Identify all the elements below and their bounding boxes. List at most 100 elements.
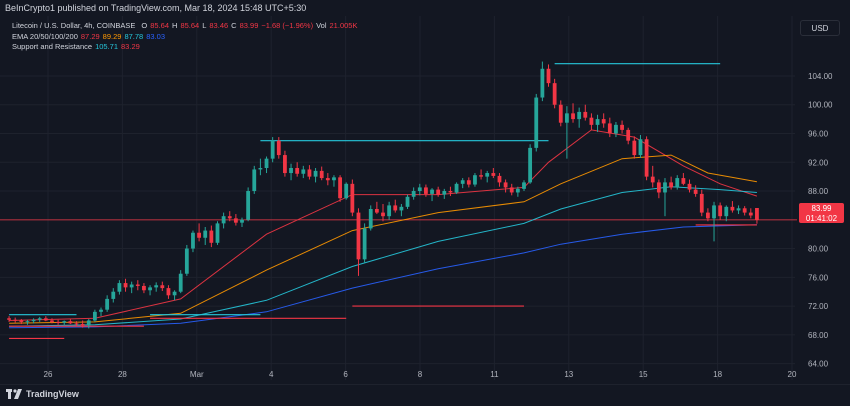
y-tick-label: 96.00 (808, 129, 829, 138)
x-tick-label: Mar (190, 370, 204, 379)
candle-body (424, 187, 428, 194)
candle-body (540, 68, 545, 98)
candle-body (644, 139, 649, 177)
candle-body (663, 182, 667, 193)
candle-body (730, 206, 735, 211)
candle-body (111, 291, 116, 299)
candle-body (669, 182, 674, 188)
candle-body (755, 207, 759, 220)
y-tick-label: 104.00 (808, 72, 833, 81)
candle-body (264, 158, 269, 169)
candle-body (724, 206, 729, 217)
candle-body (68, 321, 73, 324)
candle-body (638, 139, 643, 156)
resistance-value: 105.71 (95, 42, 119, 51)
candle-body (675, 178, 680, 188)
candle-body (748, 212, 753, 216)
candle-body (319, 170, 324, 179)
ema-label[interactable]: EMA 20/50/100/200 (12, 31, 78, 41)
candle-body (589, 117, 594, 125)
candle-body (307, 169, 312, 177)
candle-body (43, 318, 48, 321)
candle-body (270, 140, 275, 159)
x-tick-label: 18 (713, 370, 722, 379)
candle-body (374, 209, 379, 213)
candle-body (503, 182, 508, 188)
candle-body (509, 187, 514, 193)
candle-body (7, 318, 11, 320)
x-tick-label: 6 (343, 370, 348, 379)
candle-body (313, 170, 318, 177)
candle-body (338, 177, 342, 199)
candle-body (295, 168, 300, 174)
candle-body (19, 320, 24, 322)
candle-body (62, 321, 67, 323)
candle-body (583, 111, 588, 118)
candle-body (626, 129, 631, 141)
y-tick-label: 88.00 (808, 187, 829, 196)
candle-body (246, 191, 251, 220)
candle-body (301, 169, 306, 174)
candle-body (332, 177, 336, 181)
candle-body (387, 205, 392, 217)
candle-body (92, 311, 97, 321)
candle-body (166, 288, 171, 296)
x-tick-label: 11 (490, 370, 499, 379)
y-tick-label: 100.00 (808, 101, 833, 110)
ema200-line (9, 224, 757, 329)
candle-body (528, 147, 533, 183)
candle-body (485, 173, 490, 177)
candle-body (154, 285, 159, 288)
candle-body (37, 318, 42, 320)
x-tick-label: 4 (269, 370, 274, 379)
candle-body (215, 223, 220, 243)
last-price-value: 83.99 (811, 204, 832, 213)
symbol-name[interactable]: Litecoin / U.S. Dollar, 4h, COINBASE (12, 21, 136, 30)
candle-body (620, 124, 624, 130)
sr-label[interactable]: Support and Resistance (12, 42, 93, 51)
candle-body (258, 168, 263, 170)
candle-body (252, 169, 257, 192)
candle-body (558, 104, 563, 123)
candle-body (123, 283, 128, 288)
candle-body (546, 68, 551, 84)
volume-value: 21.005K (329, 21, 358, 30)
change-value: −1.68 (−1.96%) (261, 21, 314, 30)
candle-body (129, 284, 134, 288)
candle-body (417, 187, 422, 192)
sr-row: Support and Resistance 105.71 83.29 (12, 42, 357, 53)
candle-body (160, 285, 165, 289)
ema100-line (9, 186, 757, 327)
low-value: 83.46 (209, 21, 229, 30)
published-text: BeInCrypto1 published on TradingView.com… (5, 3, 307, 13)
published-bar: BeInCrypto1 published on TradingView.com… (0, 0, 850, 16)
support-value: 83.29 (121, 42, 140, 51)
candle-body (522, 182, 526, 189)
candle-body (148, 287, 152, 291)
candle-body (74, 323, 79, 325)
close-value: 83.99 (239, 21, 259, 30)
candle-body (362, 228, 367, 260)
candle-body (227, 216, 232, 219)
candle-body (31, 319, 36, 322)
candle-body (681, 178, 686, 184)
tradingview-brand[interactable]: TradingView (6, 389, 79, 399)
brand-name: TradingView (26, 389, 79, 399)
ema-row: EMA 20/50/100/200 87.29 89.29 87.78 83.0… (12, 32, 357, 43)
candle-body (399, 206, 404, 211)
candle-body (405, 196, 410, 207)
ema200-value: 83.03 (146, 31, 166, 41)
candle-body (742, 208, 747, 213)
currency-button[interactable]: USD (800, 20, 840, 36)
candle-body (515, 188, 520, 193)
candle-body (491, 173, 496, 176)
candle-body (473, 175, 477, 185)
candle-body (13, 319, 18, 321)
candle-body (650, 176, 655, 183)
candle-body (86, 320, 91, 326)
candle-body (289, 168, 293, 174)
y-tick-label: 80.00 (808, 245, 829, 254)
candle-body (693, 189, 698, 194)
ema50-value: 89.29 (102, 31, 122, 41)
